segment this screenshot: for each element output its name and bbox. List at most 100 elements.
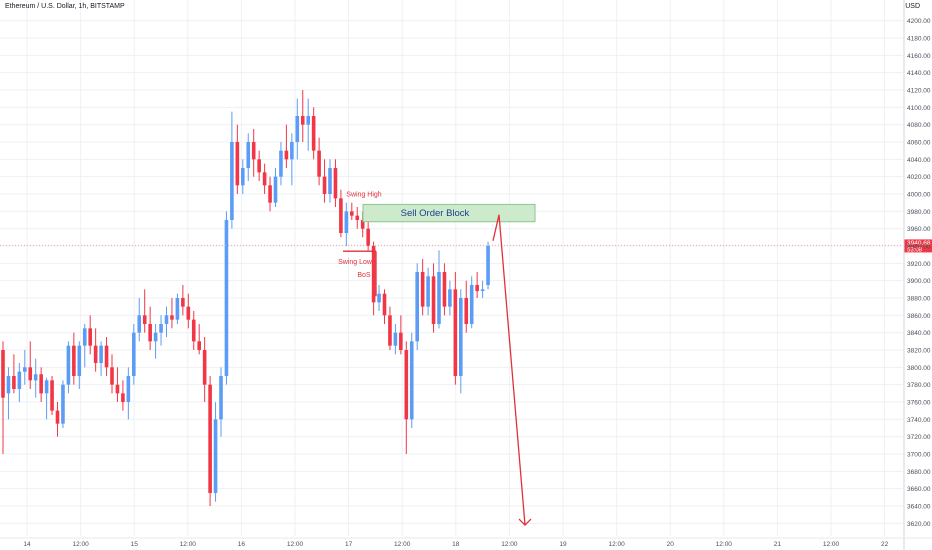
- candle-body: [469, 285, 474, 324]
- y-tick-label: 4140.00: [907, 70, 931, 77]
- candle-body: [246, 142, 251, 168]
- candle-body: [344, 211, 349, 233]
- candle-body: [61, 384, 65, 424]
- x-tick-label: 19: [559, 541, 567, 548]
- y-tick-label: 4080.00: [907, 122, 931, 129]
- candle-body: [442, 272, 447, 307]
- candle-body: [191, 319, 196, 342]
- candle-body: [219, 376, 223, 420]
- y-tick-label: 3640.00: [907, 504, 931, 511]
- y-tick-label: 4180.00: [907, 36, 931, 43]
- y-tick-label: 3720.00: [907, 434, 931, 441]
- candle-body: [23, 367, 27, 372]
- candle-body: [82, 328, 87, 346]
- y-tick-label: 3800.00: [907, 365, 931, 372]
- countdown-value: 53:08: [907, 247, 923, 253]
- x-tick-label: 16: [238, 541, 246, 548]
- y-tick-label: 4160.00: [907, 53, 931, 60]
- y-tick-label: 3760.00: [907, 400, 931, 407]
- candle-body: [415, 272, 419, 342]
- x-tick-label: 12:00: [394, 541, 411, 548]
- candles: [1, 90, 490, 506]
- y-tick-label: 3900.00: [907, 278, 931, 285]
- candle-body: [426, 276, 430, 307]
- candle-body: [235, 142, 240, 186]
- candle-body: [328, 168, 332, 194]
- chart-title: Ethereum / U.S. Dollar, 1h, BITSTAMP: [5, 3, 125, 10]
- x-tick-label: 12:00: [287, 541, 304, 548]
- candle-body: [77, 345, 82, 376]
- x-tick-label: 20: [667, 541, 675, 548]
- bos-label: BoS: [357, 272, 371, 279]
- x-tick-label: 12:00: [180, 541, 197, 548]
- candle-body: [322, 176, 327, 194]
- candle-body: [33, 374, 38, 381]
- candle-body: [175, 298, 180, 320]
- candle-body: [377, 293, 381, 303]
- candle-body: [393, 332, 398, 346]
- candle-body: [437, 272, 441, 324]
- candle-body: [486, 246, 490, 285]
- candle-body: [453, 289, 458, 376]
- candle-body: [295, 116, 300, 142]
- x-tick-label: 17: [345, 541, 353, 548]
- candle-body: [66, 345, 71, 385]
- y-tick-label: 4000.00: [907, 192, 931, 199]
- candle-body: [224, 220, 229, 376]
- candle-body: [290, 142, 294, 160]
- x-tick-label: 15: [131, 541, 139, 548]
- current-price-label: [904, 239, 932, 253]
- candle-body: [104, 345, 109, 368]
- y-tick-label: 4200.00: [907, 18, 931, 25]
- candle-body: [132, 332, 136, 376]
- x-tick-label: 12:00: [823, 541, 840, 548]
- candle-body: [148, 324, 152, 342]
- y-tick-label: 3840.00: [907, 330, 931, 337]
- sell-order-block: [362, 203, 536, 223]
- candle-body: [181, 298, 185, 307]
- candle-body: [279, 150, 283, 177]
- candle-body: [388, 315, 392, 346]
- candle-body: [464, 298, 469, 324]
- x-tick-label: 12:00: [608, 541, 625, 548]
- swing-low-label: Swing Low: [338, 259, 373, 266]
- y-tick-label: 3680.00: [907, 469, 931, 476]
- candle-body: [142, 315, 147, 324]
- x-tick-label: 12:00: [72, 541, 89, 548]
- candle-body: [153, 332, 158, 342]
- candle-body: [475, 285, 479, 292]
- y-tick-label: 3620.00: [907, 521, 931, 528]
- candle-body: [121, 393, 125, 402]
- candle-body: [311, 116, 316, 151]
- candle-body: [72, 345, 76, 376]
- candle-body: [404, 350, 409, 420]
- candle-body: [262, 172, 267, 186]
- y-tick-label: 3780.00: [907, 382, 931, 389]
- candle-body: [420, 272, 425, 307]
- candle-body: [88, 328, 92, 346]
- y-tick-label: 3660.00: [907, 486, 931, 493]
- y-tick-label: 3960.00: [907, 226, 931, 233]
- candle-body: [186, 306, 191, 320]
- candle-body: [17, 371, 22, 389]
- candle-body: [360, 220, 365, 229]
- current-price-value: 3940.68: [907, 240, 931, 247]
- grid: [0, 0, 903, 536]
- candle-body: [202, 350, 207, 385]
- candle-body: [448, 289, 452, 307]
- candle-body: [284, 150, 289, 160]
- y-tick-label: 4120.00: [907, 88, 931, 95]
- candle-body: [273, 176, 278, 203]
- candle-body: [213, 419, 218, 493]
- candle-body: [300, 116, 305, 125]
- candle-body: [170, 315, 174, 320]
- swing-high-label: Swing High: [346, 192, 382, 199]
- y-tick-label: 3820.00: [907, 348, 931, 355]
- candle-body: [317, 150, 321, 177]
- y-tick-label: 3700.00: [907, 452, 931, 459]
- candle-body: [409, 341, 414, 420]
- candle-body: [28, 367, 33, 381]
